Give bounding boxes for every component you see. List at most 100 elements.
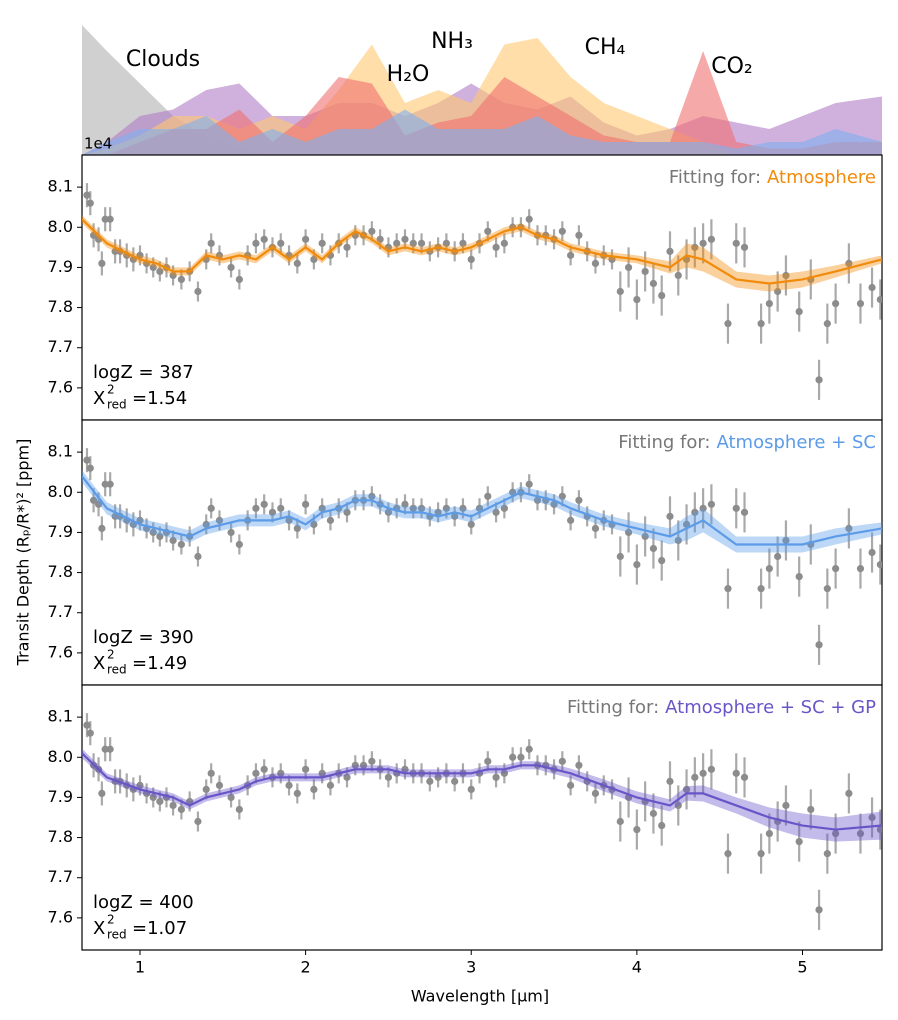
y-tick-label: 7.6 bbox=[48, 377, 73, 396]
data-point bbox=[277, 239, 285, 247]
data-point bbox=[633, 295, 641, 304]
data-point bbox=[83, 456, 91, 464]
data-point bbox=[876, 295, 882, 304]
data-point bbox=[302, 500, 310, 508]
data-point bbox=[451, 512, 459, 520]
data-point bbox=[691, 243, 699, 251]
data-point bbox=[106, 745, 114, 753]
data-point bbox=[302, 765, 310, 773]
data-point bbox=[624, 263, 633, 272]
legend-entry: Atmosphere bbox=[767, 167, 876, 188]
data-point bbox=[845, 524, 853, 533]
data-point bbox=[876, 825, 882, 834]
data-point bbox=[765, 564, 773, 573]
data-point bbox=[310, 255, 318, 263]
x-axis-label: Wavelength [μm] bbox=[411, 987, 549, 1006]
data-point bbox=[633, 560, 641, 569]
data-point bbox=[658, 556, 666, 565]
data-point bbox=[558, 757, 566, 765]
y-tick-label: 7.7 bbox=[48, 602, 73, 621]
data-point bbox=[169, 271, 177, 280]
panel-frame bbox=[81, 684, 883, 951]
data-point bbox=[285, 516, 293, 524]
data-point bbox=[86, 199, 94, 207]
data-point bbox=[417, 239, 426, 247]
data-point bbox=[459, 239, 467, 247]
data-point bbox=[467, 255, 475, 263]
data-point bbox=[285, 781, 293, 789]
data-point bbox=[277, 504, 285, 512]
data-point bbox=[740, 508, 749, 516]
logz-label: logZ = 400 bbox=[93, 892, 194, 913]
data-point bbox=[156, 532, 164, 541]
data-point bbox=[509, 488, 517, 496]
data-point bbox=[202, 785, 210, 793]
data-point bbox=[591, 259, 600, 268]
data-point bbox=[376, 235, 384, 243]
x-tick-label: 5 bbox=[797, 958, 807, 977]
model-line bbox=[82, 752, 882, 831]
data-point bbox=[591, 789, 600, 798]
x-tick-label: 2 bbox=[301, 958, 311, 977]
chi-symbol: X bbox=[93, 918, 105, 939]
data-point bbox=[492, 508, 500, 516]
data-point bbox=[235, 275, 243, 284]
data-point bbox=[149, 528, 157, 537]
data-point bbox=[401, 765, 409, 773]
data-point bbox=[194, 817, 202, 826]
y-tick-label: 8.1 bbox=[48, 707, 73, 726]
plot-area bbox=[82, 448, 882, 665]
data-point bbox=[795, 572, 803, 581]
data-point bbox=[558, 227, 566, 235]
data-point bbox=[343, 243, 351, 251]
data-point bbox=[94, 500, 103, 508]
data-point bbox=[845, 789, 853, 798]
data-point bbox=[732, 239, 740, 247]
data-point bbox=[724, 850, 732, 858]
data-point bbox=[98, 259, 106, 268]
data-point bbox=[149, 263, 157, 272]
data-point bbox=[136, 781, 144, 789]
data-point bbox=[856, 829, 865, 838]
data-point bbox=[149, 793, 157, 802]
data-point bbox=[326, 516, 335, 524]
data-point bbox=[252, 504, 260, 512]
data-point bbox=[310, 520, 318, 528]
data-point bbox=[351, 761, 359, 769]
chi-value: =1.07 bbox=[132, 918, 187, 939]
data-point bbox=[326, 781, 335, 789]
data-point bbox=[691, 773, 699, 781]
data-point bbox=[666, 512, 674, 520]
data-point bbox=[641, 267, 649, 276]
data-point bbox=[525, 480, 533, 488]
contribution-label: CH₄ bbox=[585, 35, 626, 60]
model-line bbox=[82, 218, 882, 285]
data-point bbox=[649, 544, 658, 553]
logz-label: logZ = 390 bbox=[93, 627, 194, 648]
contribution-area bbox=[82, 109, 882, 155]
data-point bbox=[260, 235, 268, 243]
panel-frame bbox=[81, 419, 883, 686]
data-point bbox=[707, 500, 715, 508]
data-point bbox=[169, 801, 177, 810]
data-point bbox=[845, 259, 853, 268]
data-point bbox=[699, 769, 707, 777]
data-point bbox=[293, 259, 301, 268]
data-point bbox=[293, 789, 301, 798]
data-point bbox=[649, 809, 658, 818]
data-point bbox=[732, 769, 740, 777]
model-band bbox=[82, 748, 882, 842]
data-point bbox=[633, 825, 641, 834]
data-point bbox=[732, 504, 740, 512]
x-tick-label: 3 bbox=[466, 958, 476, 977]
data-point bbox=[368, 227, 376, 235]
data-point bbox=[277, 769, 285, 777]
data-point bbox=[442, 239, 450, 247]
data-point bbox=[500, 504, 508, 512]
data-point bbox=[409, 239, 417, 247]
data-point bbox=[83, 721, 91, 729]
data-point bbox=[682, 785, 691, 793]
chi-sub: red bbox=[107, 928, 127, 942]
data-point bbox=[260, 765, 268, 773]
model-band bbox=[82, 215, 882, 292]
